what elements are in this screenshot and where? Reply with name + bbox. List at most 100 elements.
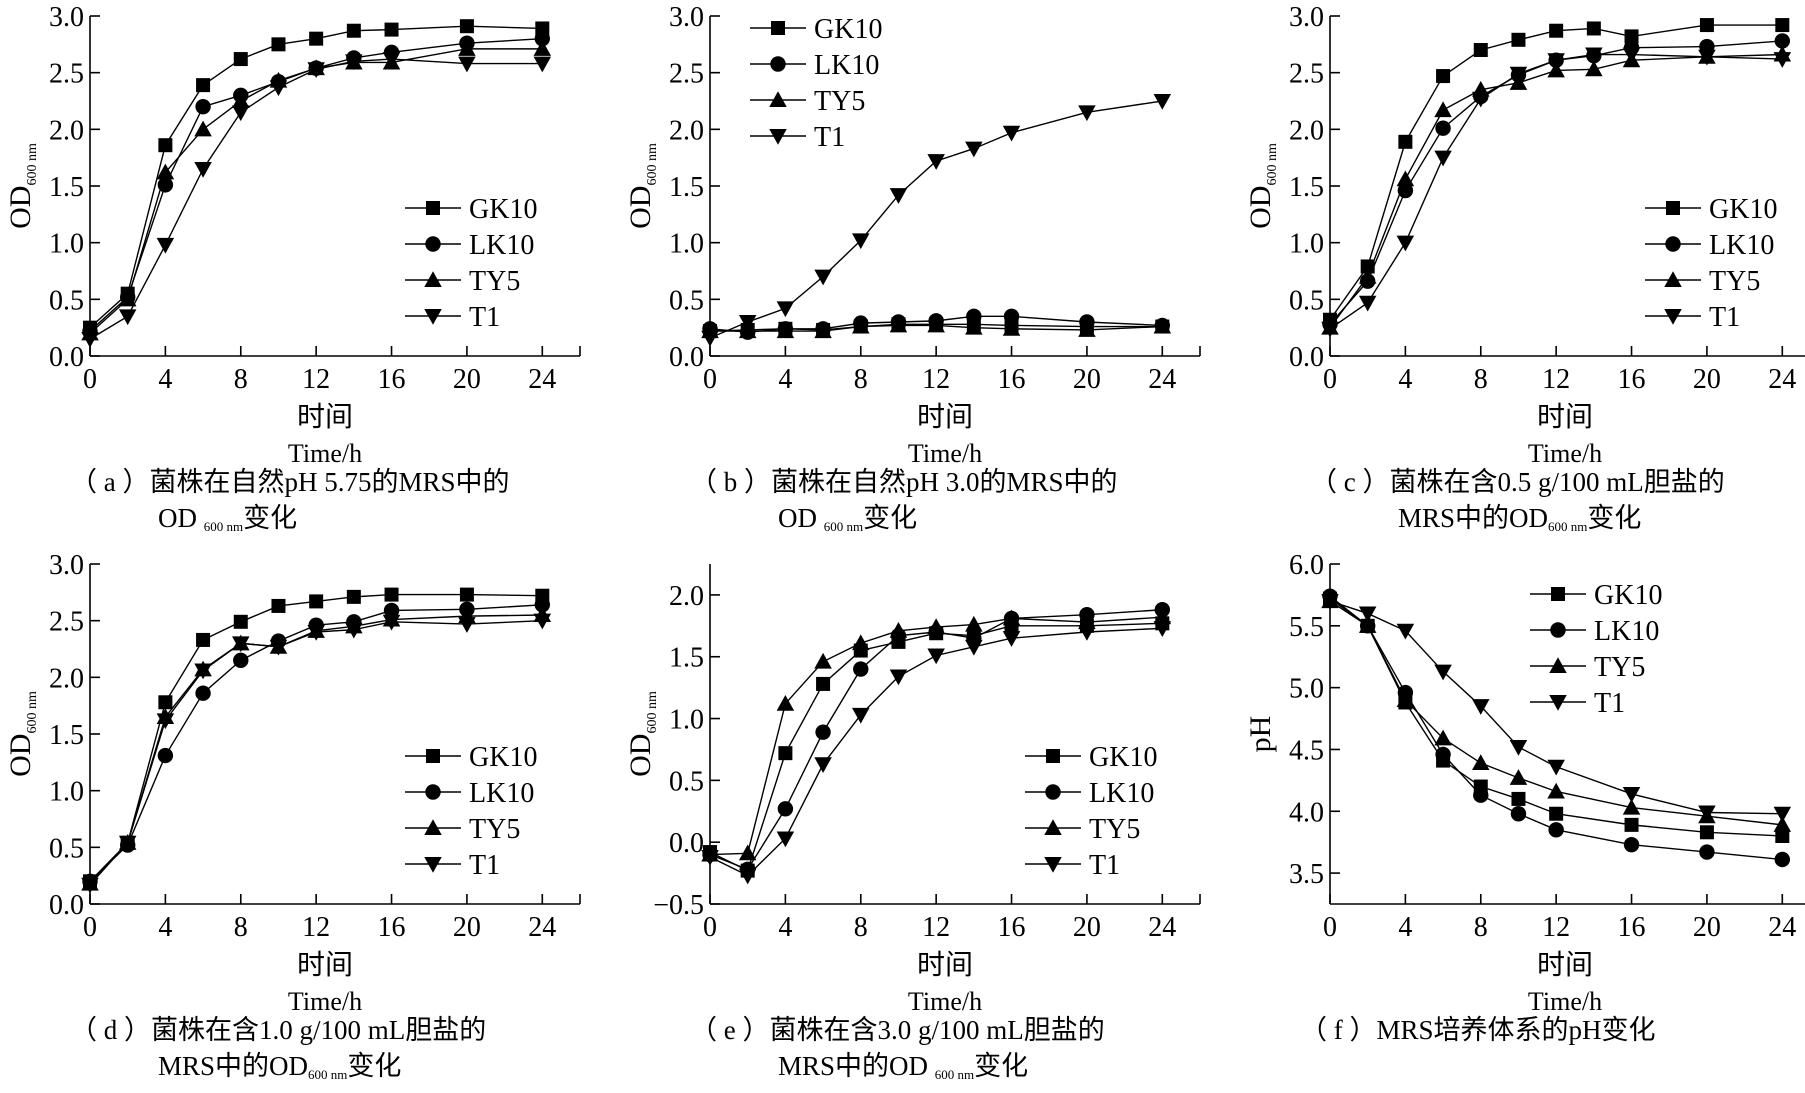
legend-marker-icon bbox=[424, 309, 442, 325]
caption-tag: （ e ） bbox=[690, 1015, 770, 1045]
data-point-lk10 bbox=[1699, 844, 1715, 860]
x-tick-label: 4 bbox=[158, 912, 172, 943]
data-point-gk10 bbox=[384, 22, 399, 37]
caption-text: MRS培养体系的pH变化 bbox=[1376, 1015, 1656, 1045]
axes bbox=[1329, 563, 1805, 905]
legend-marker-icon bbox=[1550, 622, 1566, 638]
data-point-gk10 bbox=[346, 23, 361, 38]
data-point-ty5 bbox=[776, 322, 795, 339]
y-tick-label: 2.0 bbox=[49, 663, 84, 694]
x-axis-label: Time/h bbox=[908, 987, 982, 1016]
data-point-gk10 bbox=[459, 587, 474, 602]
series-line-lk10 bbox=[1329, 595, 1783, 861]
data-point-ty5 bbox=[1153, 317, 1172, 334]
data-point-gk10 bbox=[1398, 134, 1413, 149]
y-tick-label: 1.5 bbox=[669, 172, 704, 203]
x-tick-label: 24 bbox=[1148, 912, 1176, 943]
y-tick-label: 3.0 bbox=[669, 2, 704, 33]
legend-label: T1 bbox=[814, 122, 845, 153]
data-point-ty5 bbox=[1153, 608, 1172, 625]
data-point-lk10 bbox=[534, 30, 551, 47]
x-tick-label: 16 bbox=[1618, 912, 1646, 943]
caption-text: 变化 bbox=[243, 503, 298, 533]
y-tick-label: 0.5 bbox=[669, 766, 704, 797]
y-tick-label: 6.0 bbox=[1289, 550, 1324, 581]
data-point-gk10 bbox=[1511, 32, 1526, 47]
legend-item-t1: T1 bbox=[1645, 302, 1740, 333]
legend-label: LK10 bbox=[1089, 778, 1154, 809]
data-point-t1 bbox=[1773, 806, 1792, 823]
x-tick-label: 8 bbox=[234, 912, 248, 943]
data-point-t1 bbox=[738, 315, 757, 331]
axes bbox=[89, 15, 581, 357]
data-point-gk10 bbox=[778, 746, 793, 761]
legend-label: GK10 bbox=[1709, 194, 1777, 225]
data-point-gk10 bbox=[1624, 29, 1639, 44]
x-axis-label: Time/h bbox=[1528, 987, 1602, 1016]
series-t1 bbox=[1321, 594, 1792, 823]
y-tick-label: 1.0 bbox=[669, 229, 704, 260]
data-point-gk10 bbox=[1360, 259, 1375, 274]
legend-label: T1 bbox=[469, 302, 500, 333]
panel-f: 3.5 4.0 4.5 5.0 5.5 6.0 0 4 8 12 16 20 24 pH 时间 Time/h G… bbox=[1240, 548, 1805, 1088]
x-tick-label: 20 bbox=[1073, 364, 1101, 395]
data-point-ty5 bbox=[889, 316, 908, 333]
data-point-t1 bbox=[1472, 699, 1490, 715]
x-tick-label: 16 bbox=[1618, 364, 1646, 395]
data-point-t1 bbox=[965, 141, 983, 158]
data-point-t1 bbox=[458, 617, 476, 633]
data-point-gk10 bbox=[271, 37, 286, 52]
x-tick-label: 0 bbox=[703, 912, 717, 943]
legend-marker-icon bbox=[771, 21, 785, 35]
data-point-ty5 bbox=[814, 652, 832, 669]
caption-line-1: （ a ）菌株在自然pH 5.75的MRS中的 bbox=[70, 464, 510, 500]
legend-marker-icon bbox=[1551, 587, 1565, 601]
y-tick-label: 3.0 bbox=[49, 550, 84, 581]
data-point-t1 bbox=[156, 713, 175, 730]
data-point-ty5 bbox=[1585, 60, 1603, 77]
data-point-ty5 bbox=[852, 634, 870, 651]
data-point-t1 bbox=[1358, 606, 1377, 623]
x-tick-label: 0 bbox=[703, 364, 717, 395]
x-tick-label: 0 bbox=[83, 912, 97, 943]
series-gk10 bbox=[1323, 18, 1790, 327]
data-point-t1 bbox=[118, 835, 137, 852]
legend-label: LK10 bbox=[1594, 616, 1659, 647]
data-point-gk10 bbox=[1699, 18, 1714, 33]
data-point-t1 bbox=[776, 301, 795, 318]
data-point-t1 bbox=[81, 877, 99, 894]
caption-text: 菌株在含0.5 g/100 mL胆盐的 bbox=[1389, 467, 1725, 497]
x-axis-label: Time/h bbox=[1528, 439, 1602, 468]
data-point-ty5 bbox=[1396, 691, 1415, 707]
legend-marker-icon bbox=[1046, 749, 1060, 763]
x-axis-label-cn: 时间 bbox=[1537, 948, 1593, 981]
data-point-lk10 bbox=[1397, 182, 1414, 199]
data-point-t1 bbox=[1434, 664, 1452, 681]
x-axis-label: Time/h bbox=[908, 439, 982, 468]
legend-marker-icon bbox=[1549, 695, 1567, 711]
x-tick-label: 12 bbox=[1542, 912, 1570, 943]
data-point-t1 bbox=[927, 154, 945, 170]
legend-item-ty5: TY5 bbox=[750, 86, 865, 117]
caption-line-1: （ c ）菌株在含0.5 g/100 mL胆盐的 bbox=[1310, 464, 1725, 500]
caption-tag: （ f ） bbox=[1300, 1015, 1377, 1045]
y-tick-label: 0.0 bbox=[1289, 342, 1324, 373]
panel-b: 0.0 0.5 1.0 1.5 2.0 2.5 3.0 0 4 8 12 16 20 24 OD600 nm… bbox=[620, 0, 1220, 540]
legend-label: TY5 bbox=[1594, 652, 1645, 683]
data-point-gk10 bbox=[1549, 806, 1564, 821]
legend-label: T1 bbox=[1089, 850, 1120, 881]
legend-marker-icon bbox=[1549, 657, 1567, 673]
legend-item-gk10: GK10 bbox=[405, 194, 537, 225]
data-point-ty5 bbox=[814, 322, 832, 339]
legend-item-gk10: GK10 bbox=[1025, 742, 1157, 773]
data-point-gk10 bbox=[309, 31, 324, 46]
legend-item-lk10: LK10 bbox=[1645, 230, 1774, 261]
data-point-lk10 bbox=[1548, 822, 1564, 838]
series-ty5 bbox=[701, 316, 1172, 339]
data-point-ty5 bbox=[1078, 321, 1096, 337]
legend-label: GK10 bbox=[469, 742, 537, 773]
legend-label: TY5 bbox=[469, 266, 520, 297]
data-point-ty5 bbox=[1358, 267, 1377, 284]
legend-marker-icon bbox=[1044, 819, 1062, 835]
data-point-t1 bbox=[458, 56, 476, 73]
